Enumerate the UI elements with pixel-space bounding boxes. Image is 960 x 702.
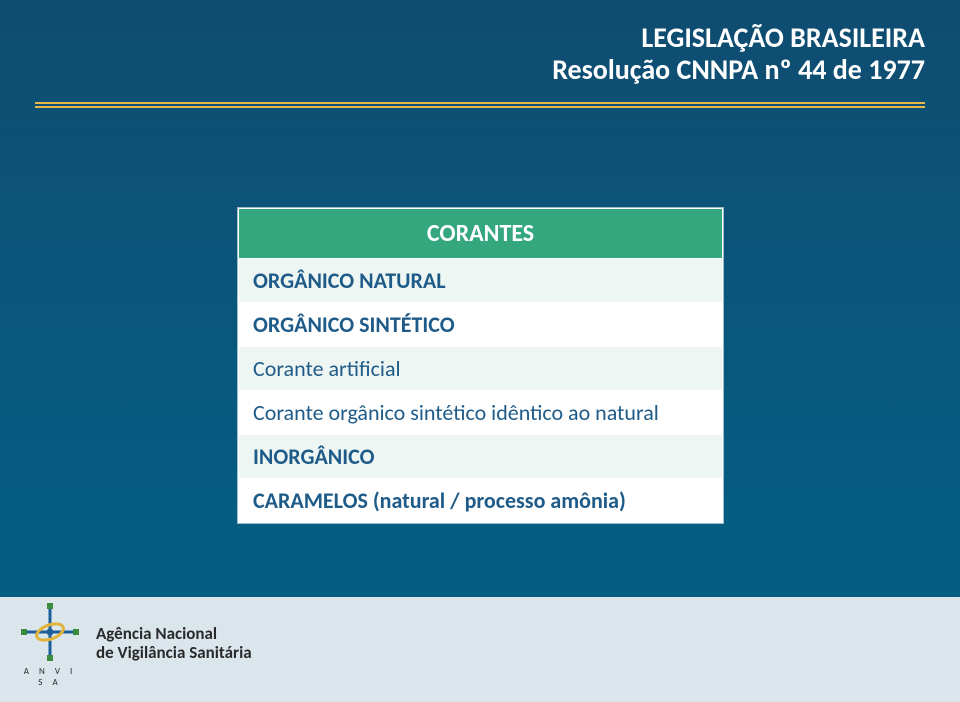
table-row: ORGÂNICO NATURAL — [239, 259, 723, 303]
table-header: CORANTES — [239, 209, 723, 259]
slide-title: LEGISLAÇÃO BRASILEIRA Resolução CNNPA nº… — [552, 22, 925, 86]
table-row: CARAMELOS (natural / processo amônia) — [239, 479, 723, 523]
logo-block: A N V I S A — [18, 600, 82, 688]
title-divider — [35, 102, 925, 108]
anvisa-wordmark: A N V I S A — [18, 666, 82, 688]
anvisa-logo-icon — [18, 600, 82, 664]
corantes-table: CORANTES ORGÂNICO NATURAL ORGÂNICO SINTÉ… — [238, 208, 723, 523]
agency-line-2: de Vigilância Sanitária — [96, 644, 252, 663]
table-row: ORGÂNICO SINTÉTICO — [239, 303, 723, 347]
slide: LEGISLAÇÃO BRASILEIRA Resolução CNNPA nº… — [0, 0, 960, 702]
title-line-1: LEGISLAÇÃO BRASILEIRA — [552, 22, 925, 54]
agency-name: Agência Nacional de Vigilância Sanitária — [96, 625, 252, 662]
footer-band: A N V I S A Agência Nacional de Vigilânc… — [0, 597, 960, 702]
footer-content: A N V I S A Agência Nacional de Vigilânc… — [18, 600, 252, 688]
table-row: INORGÂNICO — [239, 435, 723, 479]
title-line-2: Resolução CNNPA nº 44 de 1977 — [552, 54, 925, 86]
table-row: Corante artificial — [239, 347, 723, 391]
table-row: Corante orgânico sintético idêntico ao n… — [239, 391, 723, 435]
